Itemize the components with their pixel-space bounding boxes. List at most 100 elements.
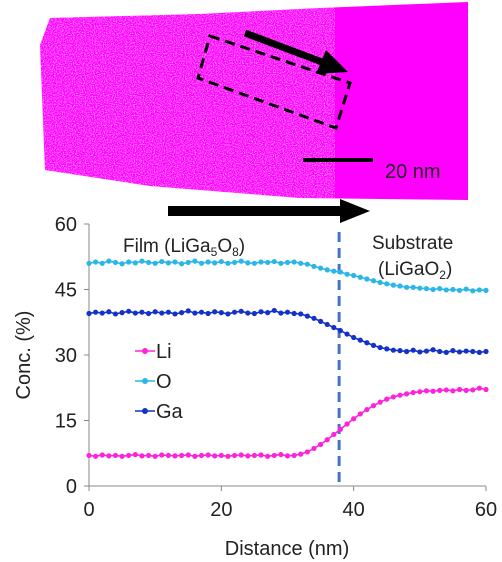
data-point-o <box>397 283 403 289</box>
data-point-li <box>139 453 145 459</box>
x-tick-label: 60 <box>475 499 497 521</box>
data-point-o <box>357 274 363 280</box>
data-point-ga <box>93 309 99 315</box>
data-point-ga <box>370 342 377 348</box>
data-point-o <box>212 260 218 266</box>
data-point-li <box>218 452 224 459</box>
data-point-o <box>119 261 125 267</box>
x-axis-title: Distance (nm) <box>225 538 349 560</box>
data-point-ga <box>331 324 337 331</box>
data-point-ga <box>106 309 112 315</box>
data-point-o <box>132 260 138 266</box>
data-point-o <box>443 287 449 293</box>
data-point-ga <box>456 349 463 355</box>
atom-map-film-speckle <box>40 2 335 200</box>
data-point-o <box>251 260 258 266</box>
data-point-li <box>317 441 324 448</box>
data-point-li <box>331 431 337 438</box>
data-point-o <box>423 286 430 292</box>
data-point-o <box>139 258 145 264</box>
data-point-ga <box>423 348 430 354</box>
data-point-li <box>470 387 476 393</box>
x-tick-group: 0 20 40 60 <box>83 486 497 521</box>
data-point-li <box>245 453 251 459</box>
data-point-o <box>106 258 112 264</box>
data-point-ga <box>132 310 138 316</box>
data-point-ga <box>483 348 489 355</box>
data-point-ga <box>185 308 191 314</box>
data-point-o <box>271 258 277 265</box>
data-point-o <box>93 259 99 265</box>
data-point-ga <box>417 349 423 355</box>
data-point-o <box>476 287 482 293</box>
data-point-o <box>198 260 205 266</box>
data-point-li <box>291 452 297 459</box>
data-point-li <box>430 388 436 394</box>
scale-bar-label: 20 nm <box>385 161 441 183</box>
data-point-ga <box>152 309 158 315</box>
data-point-li <box>212 453 218 459</box>
y-tick-label: 30 <box>55 345 77 367</box>
data-point-o <box>311 263 317 269</box>
data-point-o <box>218 258 224 265</box>
data-point-ga <box>404 348 410 355</box>
data-point-o <box>331 268 337 274</box>
film-label: Film (LiGa5O8) <box>123 236 245 259</box>
data-point-li <box>390 394 396 400</box>
substrate-label-line1: Substrate <box>372 233 453 254</box>
data-point-o <box>404 284 410 290</box>
data-point-li <box>251 452 258 459</box>
substrate-label-line2: (LiGaO2) <box>378 259 452 282</box>
data-point-li <box>311 445 317 452</box>
data-point-li <box>93 453 99 459</box>
data-point-o <box>437 286 443 292</box>
data-point-ga <box>172 311 178 317</box>
data-point-ga <box>390 347 396 353</box>
data-point-li <box>351 416 357 422</box>
data-point-li <box>258 452 264 458</box>
data-point-ga <box>291 310 297 317</box>
data-point-li <box>271 452 277 459</box>
data-point-ga <box>145 310 152 317</box>
data-point-o <box>298 260 304 266</box>
data-point-o <box>179 261 185 267</box>
data-point-li <box>159 452 165 458</box>
data-point-li <box>172 453 178 459</box>
x-tick-label: 20 <box>210 499 232 521</box>
data-point-o <box>205 259 211 265</box>
data-point-li <box>337 426 344 432</box>
data-point-ga <box>251 310 258 317</box>
data-point-o <box>417 285 423 291</box>
data-point-o <box>351 272 357 279</box>
data-point-o <box>152 260 158 266</box>
data-point-ga <box>364 340 370 346</box>
data-point-li <box>99 452 105 458</box>
data-point-li <box>483 386 489 393</box>
profile-direction-arrow <box>168 199 370 223</box>
data-point-ga <box>324 321 330 328</box>
data-point-ga <box>351 334 357 341</box>
data-point-ga <box>317 318 324 324</box>
data-point-ga <box>218 310 224 316</box>
data-point-li <box>265 453 271 459</box>
data-point-li <box>179 452 185 459</box>
data-point-li <box>357 411 363 417</box>
data-point-o <box>225 260 231 266</box>
data-point-li <box>344 421 350 427</box>
data-point-ga <box>450 348 456 354</box>
data-point-o <box>430 286 436 293</box>
data-point-o <box>337 269 344 275</box>
data-point-li <box>185 452 191 458</box>
data-point-li <box>304 449 310 455</box>
data-point-ga <box>179 310 185 316</box>
data-point-o <box>377 279 383 286</box>
y-tick-label: 60 <box>55 214 77 236</box>
data-point-ga <box>397 348 403 354</box>
legend-label-li: Li <box>156 341 172 363</box>
data-point-li <box>370 403 377 409</box>
data-point-o <box>456 287 463 293</box>
legend-marker-li <box>142 348 148 354</box>
data-point-ga <box>112 311 119 317</box>
data-point-li <box>298 451 304 457</box>
